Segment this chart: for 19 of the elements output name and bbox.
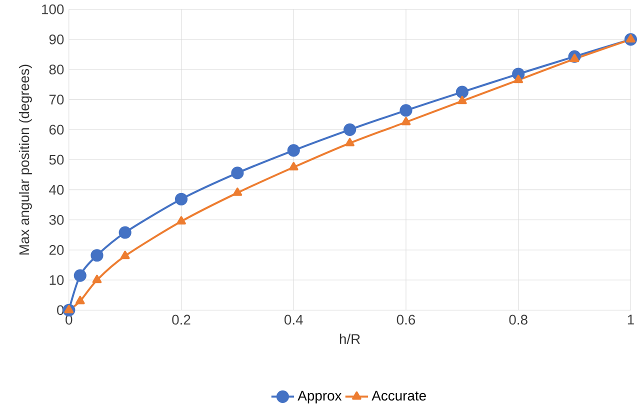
y-tick-label: 30 [49,215,64,225]
x-tick-label: 0.4 [284,314,303,325]
x-tick-label: 0.2 [172,314,190,325]
x-tick-label: 0.8 [509,314,528,325]
y-tick-label: 100 [42,4,64,14]
y-axis-title: Max angular position (degrees) [18,64,32,255]
y-tick-label: 60 [49,124,64,135]
y-tick-label: 80 [49,64,64,75]
legend-label: Accurate [372,391,426,401]
x-tick-label: 0.6 [396,314,416,325]
x-tick-label: 1 [628,314,634,324]
y-tick-label: 10 [50,275,64,286]
x-axis-title: h/R [340,334,360,344]
y-tick-label: 90 [49,34,64,44]
y-tick-label: 70 [49,94,64,105]
legend-label: Approx [298,391,342,404]
y-tick-label: 20 [49,245,64,256]
y-tick-label: 50 [49,154,64,165]
y-tick-label: 40 [49,185,64,195]
